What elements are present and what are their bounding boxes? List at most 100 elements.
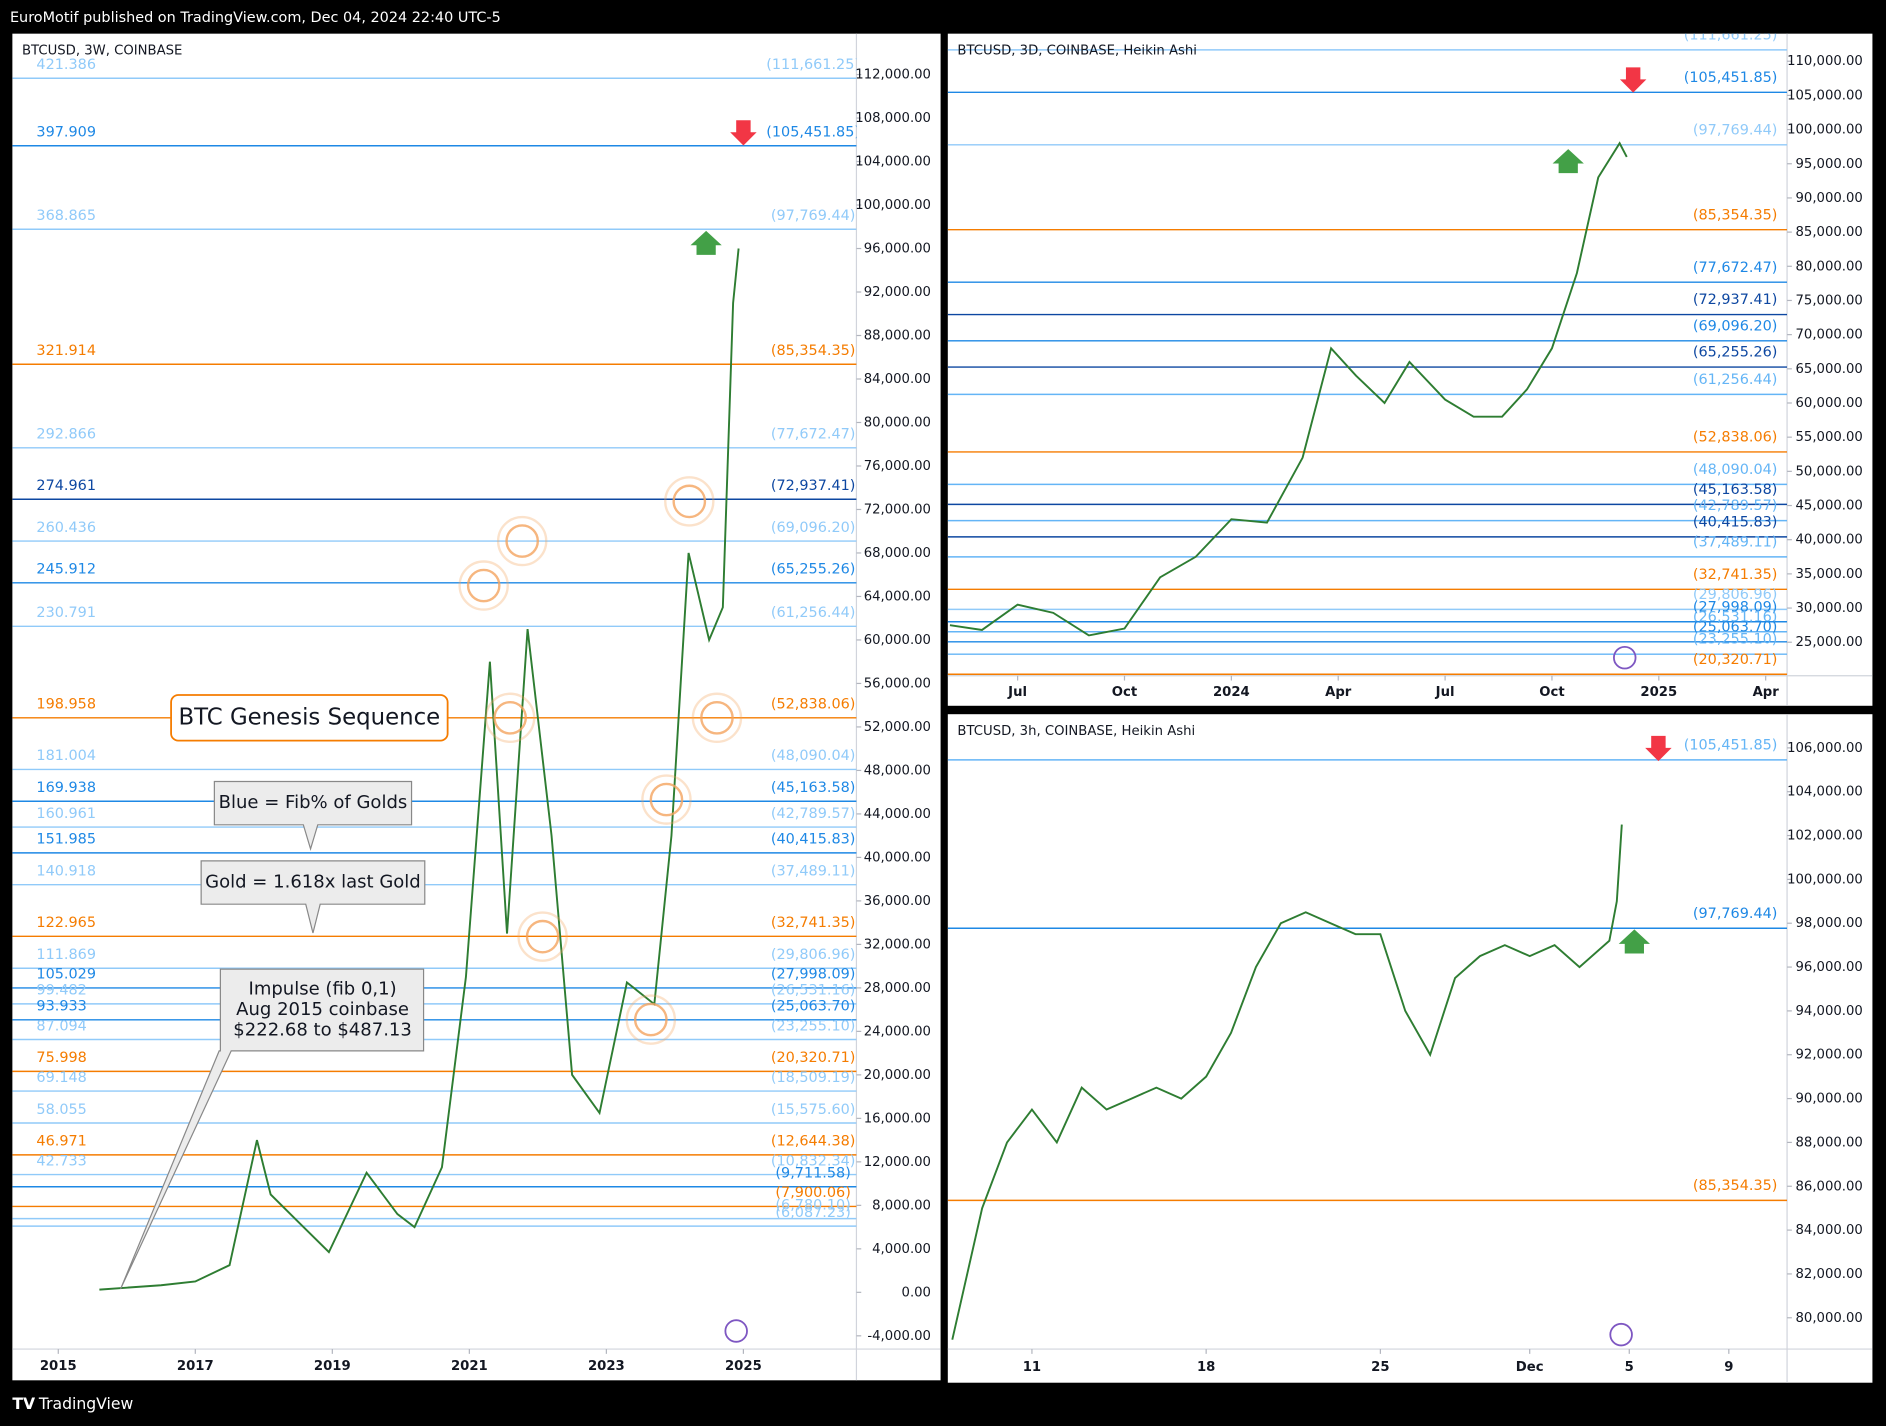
up-arrow <box>1552 149 1584 174</box>
level-label: (65,255.26) <box>1693 345 1778 361</box>
y-tick-label: 94,000.00 <box>1796 1004 1863 1019</box>
plots: (111,661.25) (105,451.85) (97,769.44) (85,3… <box>12 27 1873 1383</box>
up-arrow <box>690 230 722 255</box>
level-label: (85,354.35) <box>1693 1178 1778 1194</box>
level-label: (27,998.09) <box>771 967 856 983</box>
level-ratio: 245.912 <box>36 562 96 578</box>
level-label: (32,741.35) <box>771 915 856 931</box>
annotation: Gold = 1.618x last Gold <box>205 872 421 893</box>
level-label: (42,789.57) <box>771 806 856 822</box>
level-ratio: 292.866 <box>36 427 96 443</box>
y-tick-label: 44,000.00 <box>864 807 931 822</box>
level-label: (105,451.85) <box>1684 737 1778 753</box>
level-ratio: 69.148 <box>36 1070 86 1086</box>
y-tick-label: 105,000.00 <box>1787 88 1863 103</box>
level-ratio: 93.933 <box>36 999 86 1015</box>
y-tick-label: 24,000.00 <box>864 1024 931 1039</box>
level-label: (37,489.11) <box>771 863 856 879</box>
y-tick-label: 92,000.00 <box>864 285 931 300</box>
level-ratio: 151.985 <box>36 832 96 848</box>
level-label: (37,489.11) <box>1693 534 1778 550</box>
x-tick-label: Dec <box>1516 1360 1544 1375</box>
y-tick-label: 85,000.00 <box>1796 225 1863 240</box>
compass-icons <box>724 645 1637 1347</box>
level-label: (61,256.44) <box>771 605 856 621</box>
level-ratio: 160.961 <box>36 806 96 822</box>
level-label: (85,354.35) <box>771 343 856 359</box>
level-ratio: 198.958 <box>36 697 96 713</box>
y-tick-label: 65,000.00 <box>1796 362 1863 377</box>
y-tick-label: 60,000.00 <box>864 633 931 648</box>
annotation: Blue = Fib% of Golds <box>219 792 408 813</box>
level-ratio: 181.004 <box>36 748 96 764</box>
level-ratio: 260.436 <box>36 520 96 536</box>
level-label: (111,661.25) <box>1684 27 1778 43</box>
x-tick-label: 2025 <box>1640 685 1677 700</box>
levels: (111,661.25) (105,451.85) (97,769.44) (85,3… <box>947 27 1788 675</box>
level-label: (42,789.57) <box>1693 498 1778 514</box>
y-tick-label: 110,000.00 <box>1787 54 1863 69</box>
x-tick-label: 2017 <box>177 1359 214 1374</box>
level-label: (10,832.34) <box>771 1153 856 1169</box>
level-ratio: 105.029 <box>36 967 96 983</box>
chart: (111,661.25) (105,451.85) (97,769.44) (85,3… <box>947 27 1873 706</box>
level-label: (111,661.25) <box>766 57 860 73</box>
level-label: (23,255.10) <box>1693 632 1778 648</box>
x-tick-label: 18 <box>1197 1360 1215 1375</box>
level-label: (29,806.96) <box>771 947 856 963</box>
y-tick-label: 12,000.00 <box>864 1155 931 1170</box>
level-label: (77,672.47) <box>771 427 856 443</box>
level-label: (6,087.23) <box>775 1205 850 1221</box>
level-ratio: 42.733 <box>36 1153 86 1169</box>
x-tick-label: 2021 <box>451 1359 488 1374</box>
y-tick-label: 80,000.00 <box>864 415 931 430</box>
level-label: (69,096.20) <box>771 520 856 536</box>
level-label: (45,163.58) <box>771 780 856 796</box>
annotation-box <box>213 780 413 851</box>
level-label: (12,644.38) <box>771 1134 856 1150</box>
y-tick-label: 40,000.00 <box>1796 533 1863 548</box>
y-tick-label: 4,000.00 <box>872 1242 931 1257</box>
y-tick-label: 32,000.00 <box>864 937 931 952</box>
level-ratio: 140.918 <box>36 863 96 879</box>
price-line <box>99 248 740 1291</box>
level-label: (25,063.70) <box>771 999 856 1015</box>
y-tick-label: 102,000.00 <box>1787 829 1863 844</box>
y-tick-label: 92,000.00 <box>1796 1048 1863 1063</box>
y-tick-label: 36,000.00 <box>864 894 931 909</box>
down-arrow <box>1645 735 1672 762</box>
annotation-box <box>170 694 449 742</box>
level-ratio: 321.914 <box>36 343 96 359</box>
level-label: (52,838.06) <box>771 697 856 713</box>
y-tick-label: 84,000.00 <box>864 372 931 387</box>
level-ratio: 58.055 <box>36 1102 86 1118</box>
highlight-circles <box>458 476 743 1045</box>
level-label: (77,672.47) <box>1693 260 1778 276</box>
level-ratio: 87.094 <box>36 1018 86 1034</box>
y-tick-label: 112,000.00 <box>855 68 931 83</box>
y-tick-label: 50,000.00 <box>1796 464 1863 479</box>
level-label: (29,806.96) <box>1693 587 1778 603</box>
y-tick-label: 70,000.00 <box>1796 328 1863 343</box>
level-label: (6,780.10) <box>775 1197 850 1213</box>
level-label: (20,320.71) <box>1693 652 1778 668</box>
level-label: (85,354.35) <box>1693 207 1778 223</box>
x-tick-label: Oct <box>1539 685 1565 700</box>
level-label: (7,900.06) <box>775 1185 850 1201</box>
level-label: (72,937.41) <box>1693 292 1778 308</box>
chart-title: BTCUSD, 3W, COINBASE <box>22 43 182 58</box>
y-tick-label: 80,000.00 <box>1796 259 1863 274</box>
level-label: (48,090.04) <box>771 748 856 764</box>
level-label: (15,575.60) <box>771 1102 856 1118</box>
y-tick-label: 45,000.00 <box>1796 499 1863 514</box>
level-ratio: 46.971 <box>36 1134 86 1150</box>
y-tick-label: 100,000.00 <box>855 198 931 213</box>
y-tick-label: 68,000.00 <box>864 546 931 561</box>
level-ratio: 230.791 <box>36 605 96 621</box>
y-tick-label: 104,000.00 <box>1787 785 1863 800</box>
y-tick-label: 56,000.00 <box>864 676 931 691</box>
level-label: (20,320.71) <box>771 1050 856 1066</box>
y-tick-label: 76,000.00 <box>864 459 931 474</box>
x-tick-label: Jul <box>1007 685 1027 700</box>
